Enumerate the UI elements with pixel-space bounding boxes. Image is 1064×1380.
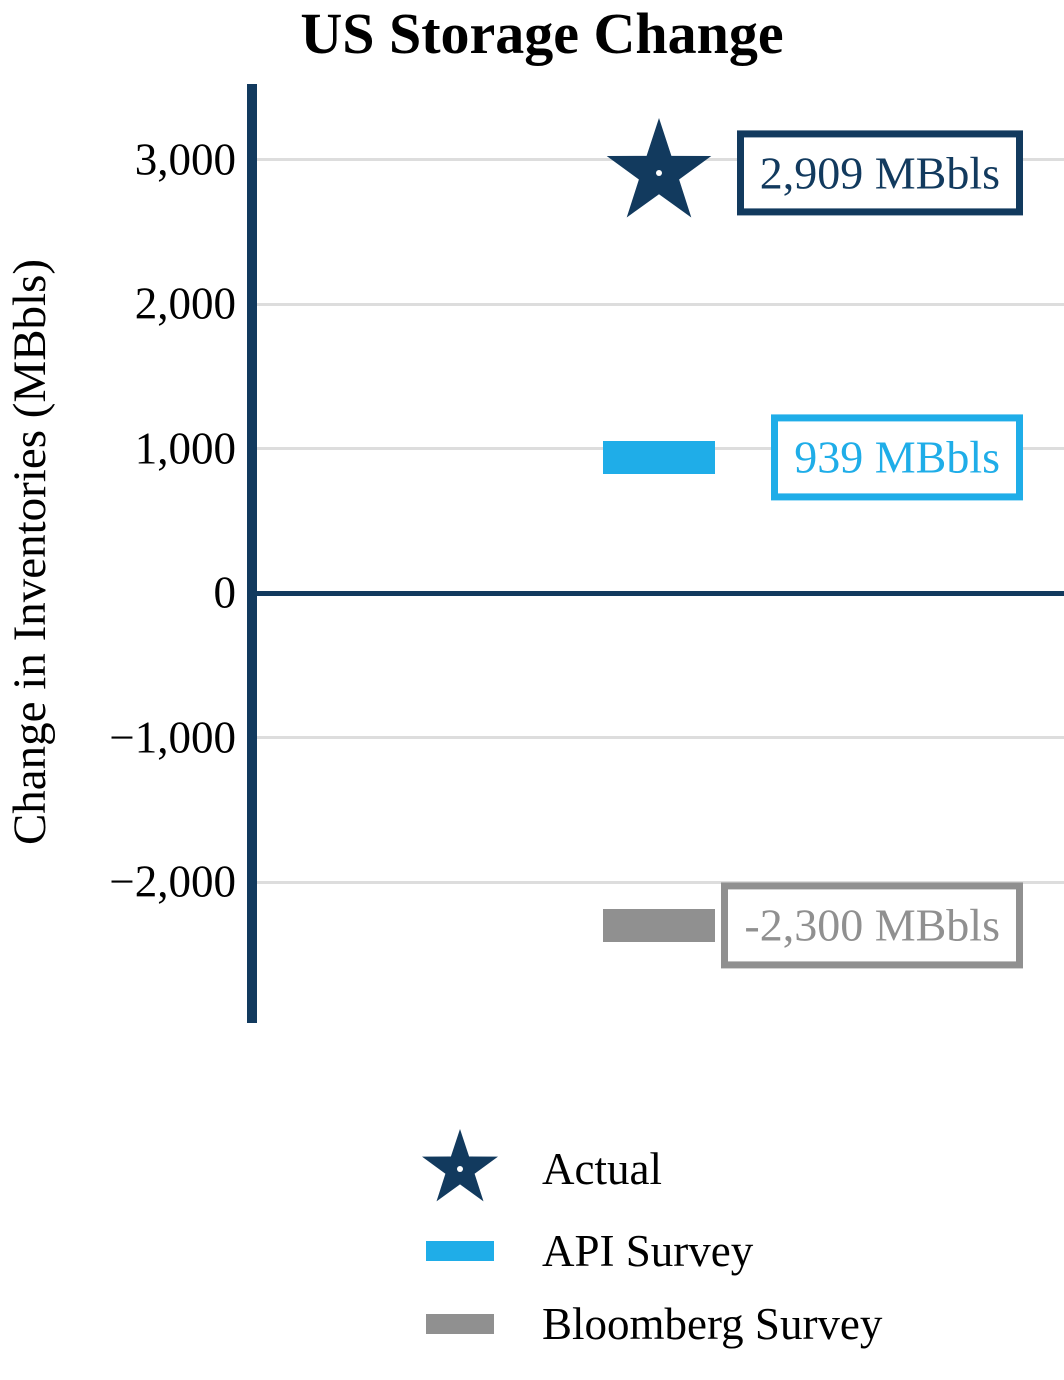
bloomberg-survey-value-label: -2,300 MBbls bbox=[721, 882, 1023, 968]
legend: Actual API Survey Bloomberg Survey bbox=[404, 1124, 882, 1360]
legend-item-actual: Actual bbox=[404, 1124, 882, 1214]
gridline bbox=[257, 880, 1064, 884]
gridline bbox=[257, 302, 1064, 306]
bloomberg-survey-bar bbox=[603, 908, 715, 942]
api-survey-value-label: 939 MBbls bbox=[771, 414, 1023, 500]
actual-star-marker bbox=[606, 117, 712, 218]
legend-label-bloomberg-survey: Bloomberg Survey bbox=[542, 1298, 883, 1349]
star-icon bbox=[422, 1129, 498, 1202]
legend-icon-wrap bbox=[404, 1126, 516, 1212]
bar-swatch-icon bbox=[426, 1313, 494, 1334]
chart-title: US Storage Change bbox=[300, 1, 784, 66]
y-tick-label: 2,000 bbox=[134, 278, 236, 329]
legend-label-actual: Actual bbox=[542, 1144, 662, 1194]
y-tick-label: −2,000 bbox=[109, 856, 236, 907]
y-tick-label: 0 bbox=[213, 567, 237, 618]
api-survey-bar bbox=[603, 440, 715, 474]
legend-label-api-survey: API Survey bbox=[542, 1225, 754, 1276]
y-tick-label: 3,000 bbox=[134, 134, 236, 184]
bar-swatch-icon bbox=[426, 1240, 494, 1261]
y-tick-label: 1,000 bbox=[134, 423, 236, 473]
legend-icon-wrap bbox=[404, 1313, 516, 1334]
actual-value-label: 2,909 MBbls bbox=[736, 130, 1023, 216]
legend-item-bloomberg-survey: Bloomberg Survey bbox=[404, 1287, 882, 1360]
zero-line bbox=[247, 590, 1064, 596]
gridline bbox=[257, 736, 1064, 739]
y-tick-label: −1,000 bbox=[109, 712, 236, 762]
legend-icon-wrap bbox=[404, 1240, 516, 1261]
y-axis-line bbox=[247, 84, 257, 1023]
legend-item-api-survey: API Survey bbox=[404, 1214, 882, 1287]
